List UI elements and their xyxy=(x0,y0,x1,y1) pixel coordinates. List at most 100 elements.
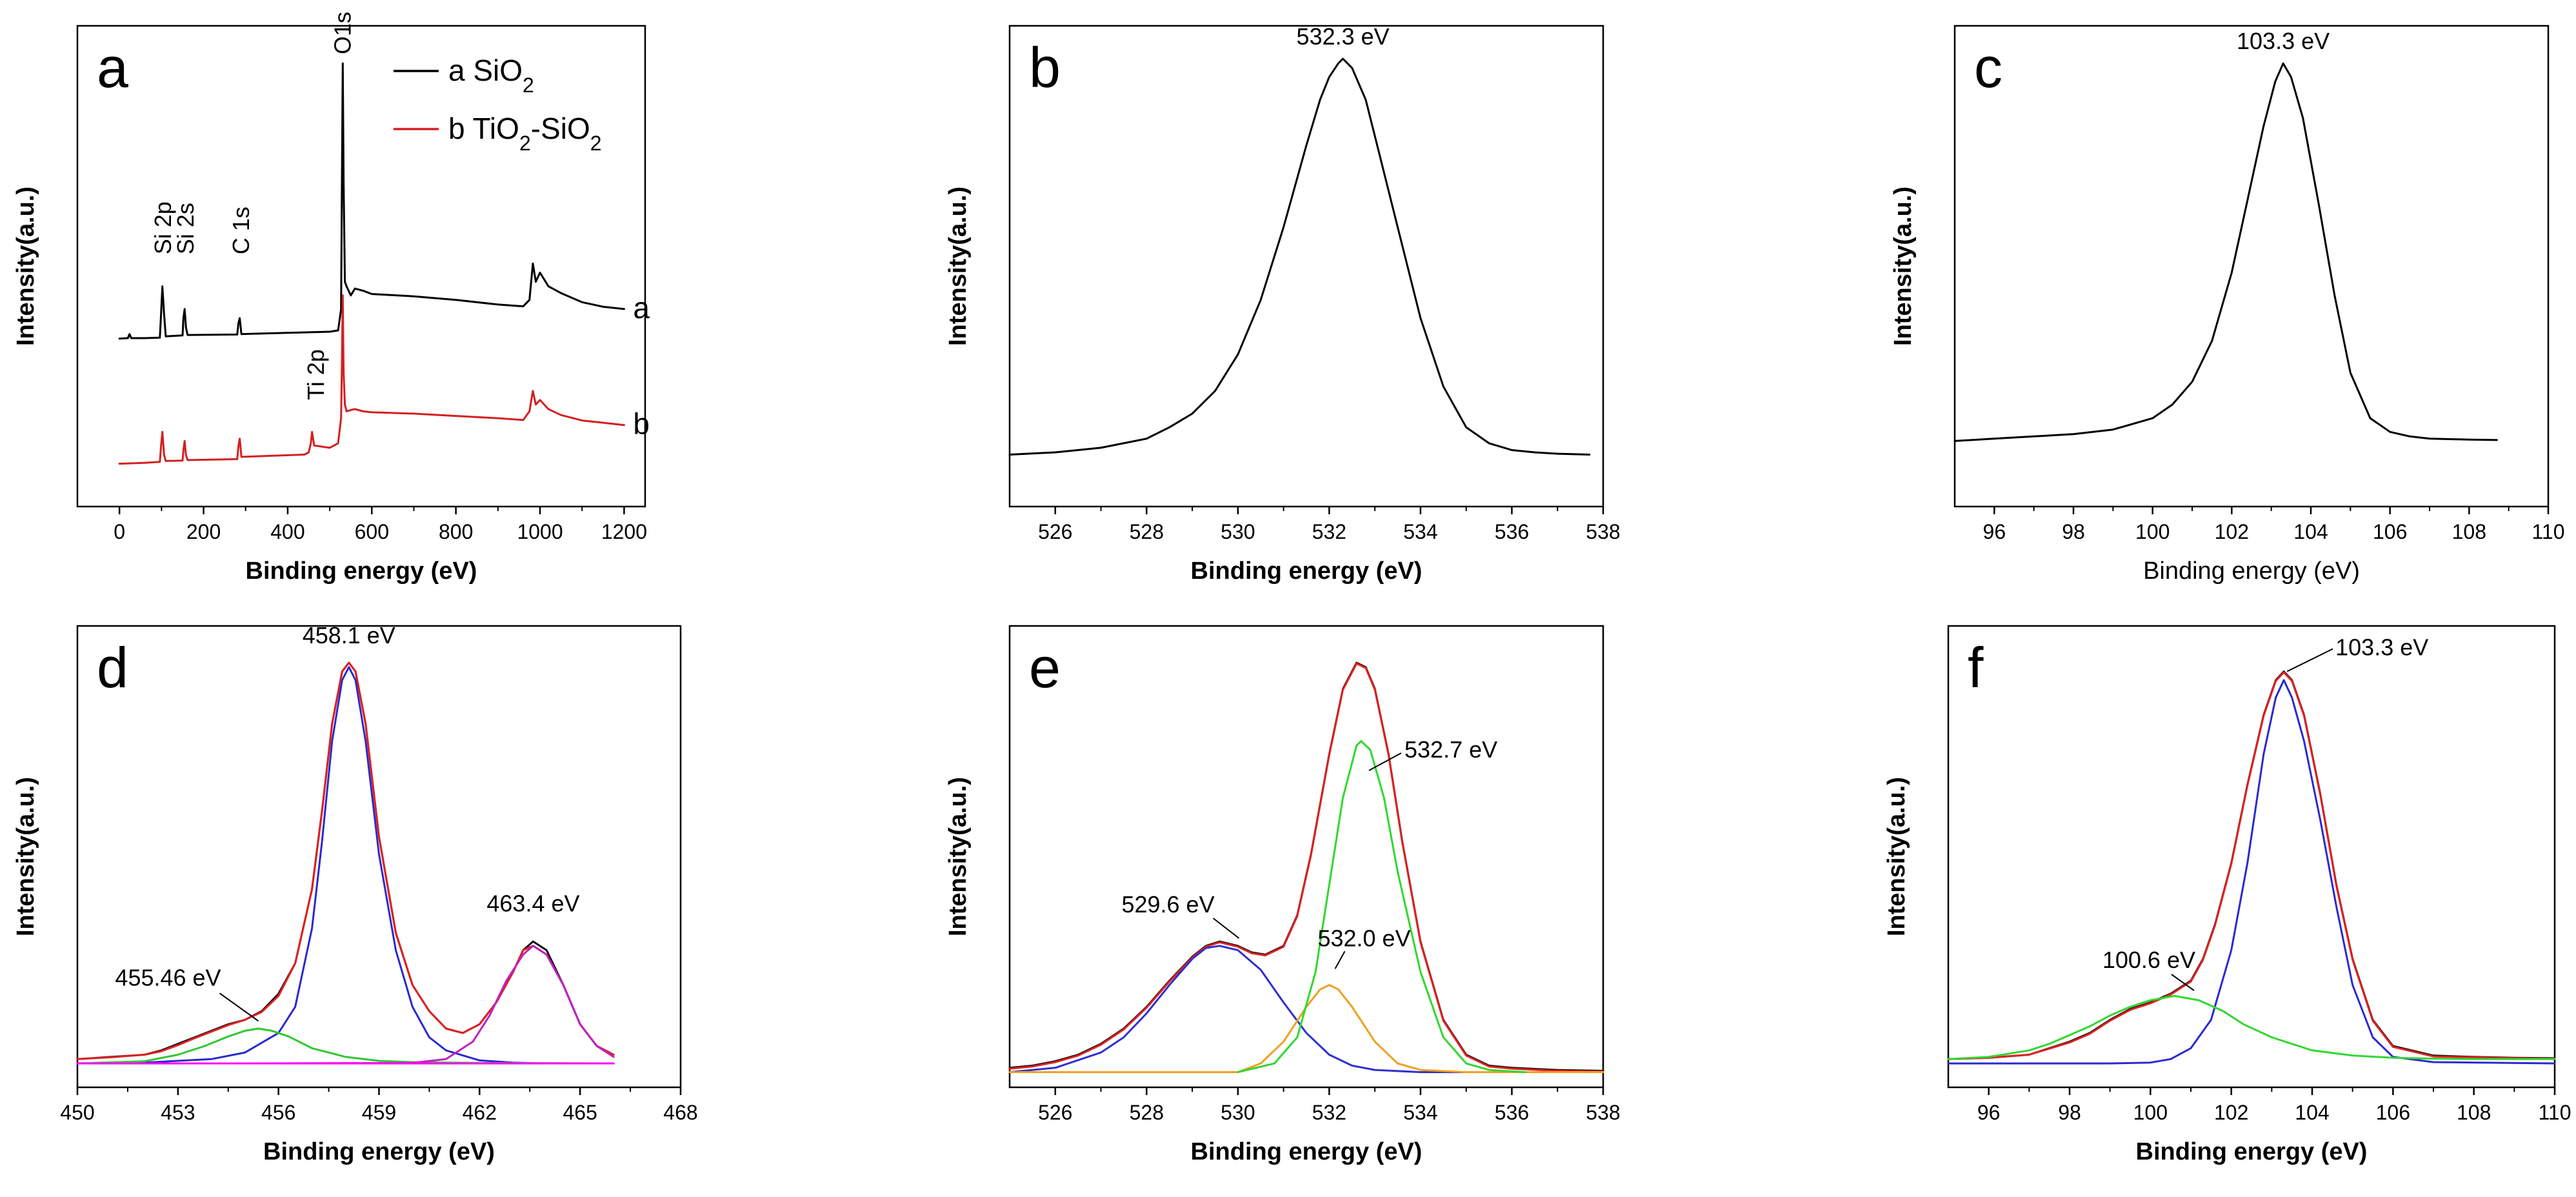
x-axis-title-d: Binding energy (eV) xyxy=(263,1138,495,1165)
x-tick-label-b: 538 xyxy=(1586,520,1620,543)
series-line-d-1 xyxy=(76,661,615,1060)
element-label-a: Ti 2p xyxy=(303,349,329,400)
x-tick-label-d: 468 xyxy=(663,1101,697,1124)
series-end-label-a: b xyxy=(633,407,650,441)
x-axis-title-f: Binding energy (eV) xyxy=(2136,1138,2368,1165)
x-tick-label-f: 104 xyxy=(2295,1101,2329,1124)
peak-label-e: 532.0 eV xyxy=(1317,925,1410,951)
plot-frame-b xyxy=(1008,25,1604,508)
panel-c: 96 98 100 102 104 106 108 110 Binding energy (eV… xyxy=(1890,25,2565,585)
peak-label-b: 532.3 eV xyxy=(1297,23,1390,50)
x-tick-label-a: 0 xyxy=(114,520,125,543)
x-tick-label-e: 534 xyxy=(1403,1101,1437,1124)
plot-frame-e xyxy=(1008,625,1604,1089)
element-label-a: O1s xyxy=(329,12,355,54)
x-tick-label-b: 534 xyxy=(1403,520,1437,543)
series-end-label-a: a xyxy=(633,291,650,325)
x-tick-label-e: 536 xyxy=(1495,1101,1529,1124)
peak-label-c: 103.3 eV xyxy=(2237,28,2330,54)
panel-letter-a: a xyxy=(97,35,128,99)
panel-e: 526 528 530 532 534 536 538 Binding energy (eV)… xyxy=(944,625,1621,1165)
x-tick-label-f: 108 xyxy=(2457,1101,2491,1124)
x-tick-label-c: 102 xyxy=(2215,520,2249,543)
panel-letter-b: b xyxy=(1029,35,1061,99)
plot-frame-f xyxy=(1947,625,2556,1089)
series-line-e-1 xyxy=(1008,662,1604,1073)
series-line-b-0 xyxy=(1008,57,1591,456)
peak-label-f: 103.3 eV xyxy=(2335,634,2428,661)
x-tick-label-d: 459 xyxy=(362,1101,396,1124)
x-tick-label-d: 450 xyxy=(60,1101,94,1124)
x-tick-label-f: 100 xyxy=(2133,1101,2168,1124)
plot-frame-c xyxy=(1953,25,2550,508)
x-tick-label-e: 528 xyxy=(1130,1101,1164,1124)
panel-letter-f: f xyxy=(1968,636,1984,699)
x-tick-label-d: 462 xyxy=(463,1101,497,1124)
series-line-d-2 xyxy=(76,666,615,1065)
series-line-a-1 xyxy=(118,294,625,465)
series-line-d-4 xyxy=(76,945,615,1065)
series-line-d-3 xyxy=(76,1027,615,1065)
x-tick-label-d: 465 xyxy=(563,1101,597,1124)
y-axis-title-e: Intensity(a.u.) xyxy=(944,777,972,936)
x-tick-label-d: 456 xyxy=(261,1101,295,1124)
y-axis-title-b: Intensity(a.u.) xyxy=(944,186,972,346)
x-tick-label-c: 100 xyxy=(2135,520,2170,543)
y-axis-title-a: Intensity(a.u.) xyxy=(12,186,39,346)
x-axis-title-a: Binding energy (eV) xyxy=(246,558,477,585)
annotation-leader-e xyxy=(1334,951,1346,969)
annotation-leader-e xyxy=(1212,918,1240,939)
legend-label: a SiO2 xyxy=(448,54,534,97)
x-tick-label-e: 532 xyxy=(1312,1101,1346,1124)
x-tick-label-a: 800 xyxy=(439,520,473,543)
x-tick-label-f: 96 xyxy=(1977,1101,2001,1124)
panel-d: 450 453 456 459 462 465 468 Binding energy (eV)… xyxy=(12,622,698,1165)
x-tick-label-c: 96 xyxy=(1983,520,2006,543)
annotation-leader-f xyxy=(2286,648,2333,672)
peak-label-d: 458.1 eV xyxy=(303,622,395,649)
legend-label: b TiO2-SiO2 xyxy=(448,112,602,155)
series-line-e-4 xyxy=(1237,740,1527,1073)
element-label-a: C 1s xyxy=(228,206,254,254)
x-tick-label-c: 104 xyxy=(2293,520,2328,543)
x-tick-label-b: 536 xyxy=(1495,520,1529,543)
y-axis-title-c: Intensity(a.u.) xyxy=(1890,186,1917,346)
plot-frame-a xyxy=(76,25,646,508)
series-line-e-3 xyxy=(1008,984,1604,1073)
peak-label-d: 463.4 eV xyxy=(486,890,579,916)
x-tick-label-a: 400 xyxy=(270,520,305,543)
x-tick-label-a: 1200 xyxy=(601,520,647,543)
x-tick-label-c: 108 xyxy=(2452,520,2486,543)
peak-label-d: 455.46 eV xyxy=(115,964,221,991)
annotation-leader-f xyxy=(2171,974,2195,991)
series-line-f-2 xyxy=(1947,679,2556,1065)
x-tick-label-a: 600 xyxy=(355,520,389,543)
x-tick-label-f: 98 xyxy=(2058,1101,2081,1124)
x-tick-label-b: 526 xyxy=(1038,520,1072,543)
x-tick-label-c: 98 xyxy=(2062,520,2085,543)
panel-a: 0 200 400 600 800 1000 1200 Binding energy (eV)… xyxy=(12,12,650,585)
panel-letter-e: e xyxy=(1029,636,1061,699)
x-tick-label-a: 200 xyxy=(186,520,221,543)
peak-label-e: 532.7 eV xyxy=(1404,736,1497,763)
panel-letter-c: c xyxy=(1974,35,2002,99)
annotation-leader-d xyxy=(219,992,259,1022)
x-tick-label-a: 1000 xyxy=(517,520,563,543)
panel-f: 96 98 100 102 104 106 108 110 Binding energy (eV… xyxy=(1883,625,2571,1165)
panel-b: 526 528 530 532 534 536 538 Binding energy (eV)… xyxy=(944,23,1621,585)
element-label-a: Si 2s xyxy=(172,203,199,254)
series-line-f-1 xyxy=(1947,671,2556,1060)
series-line-a-0 xyxy=(118,62,625,340)
x-tick-label-f: 110 xyxy=(2538,1101,2571,1124)
y-axis-title-f: Intensity(a.u.) xyxy=(1883,777,1910,936)
x-tick-label-f: 106 xyxy=(2376,1101,2410,1124)
x-tick-label-e: 526 xyxy=(1038,1101,1072,1124)
y-axis-title-d: Intensity(a.u.) xyxy=(12,777,39,936)
series-line-e-2 xyxy=(1008,945,1604,1073)
x-axis-title-b: Binding energy (eV) xyxy=(1191,558,1423,585)
x-tick-label-c: 106 xyxy=(2373,520,2407,543)
element-label-a: Si 2p xyxy=(150,201,176,254)
x-axis-title-e: Binding energy (eV) xyxy=(1191,1138,1423,1165)
